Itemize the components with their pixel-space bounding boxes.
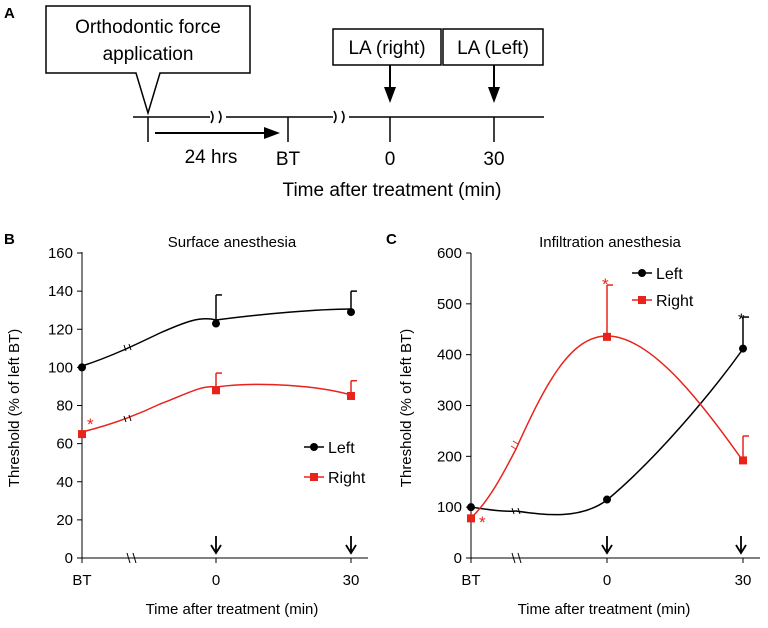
data-point-right — [78, 430, 86, 439]
chart-b-x-axis-break — [126, 552, 137, 564]
chart-c-star-bt: * — [479, 513, 486, 532]
y-tick-label: 100 — [437, 499, 462, 516]
panel-b-letter: B — [4, 231, 15, 248]
chart-c-right-curve-break — [510, 440, 519, 450]
data-point-left — [603, 495, 611, 504]
chart-b-legend-right-marker — [310, 473, 318, 481]
chart-b-legend-right-label: Right — [328, 470, 366, 487]
chart-c-legend-right-label: Right — [656, 293, 694, 310]
data-point-left — [212, 319, 220, 328]
data-point-left — [78, 363, 86, 372]
timeline-label-30: 30 — [483, 149, 504, 170]
x-tick-label: BT — [72, 572, 91, 589]
chart-b-arrow-30 — [345, 536, 357, 555]
force-callout-box — [45, 5, 251, 116]
chart-c-curve-right — [470, 335, 744, 519]
la-left-label: LA (Left) — [457, 38, 529, 59]
chart-b-points — [78, 290, 357, 439]
y-tick-label: 200 — [437, 448, 462, 465]
chart-b-title: Surface anesthesia — [168, 234, 297, 251]
chart-c-star-0: * — [602, 275, 609, 294]
panel-a-letter: A — [4, 5, 15, 22]
chart-b-left-curve-break — [123, 343, 132, 352]
chart-c-arrow-30 — [735, 536, 747, 555]
y-tick-label: 20 — [56, 512, 73, 529]
chart-c-xlabel: Time after treatment (min) — [518, 601, 691, 618]
chart-b-significance-star: * — [87, 415, 94, 434]
chart-b-arrow-0 — [210, 536, 222, 555]
y-tick-label: 160 — [48, 245, 73, 262]
y-tick-label: 120 — [48, 321, 73, 338]
chart-c-ylabel: Threshold (% of left BT) — [398, 329, 415, 487]
y-tick-label: 100 — [48, 359, 73, 376]
panel-c-letter: C — [386, 231, 397, 248]
y-tick-label: 0 — [454, 550, 462, 567]
chart-b-curve-right — [81, 383, 352, 433]
chart-b-y-ticks: 0 20 40 60 80 100 120 140 160 — [48, 245, 82, 567]
la-right-box — [332, 28, 442, 66]
y-tick-label: 80 — [56, 398, 73, 415]
data-point-left — [467, 503, 475, 512]
y-tick-label: 400 — [437, 347, 462, 364]
la-right-label: LA (right) — [348, 38, 425, 59]
chart-c-legend-left-label: Left — [656, 266, 683, 283]
timeline-break-2 — [333, 110, 345, 124]
data-point-left — [739, 344, 747, 353]
y-tick-label: 300 — [437, 398, 462, 415]
chart-b-legend-left-marker — [310, 443, 318, 451]
chart-b-right-curve-break — [123, 414, 132, 423]
la-right-arrow-head — [384, 87, 396, 103]
chart-b-curve-left — [81, 308, 352, 367]
chart-b-legend-left-label: Left — [328, 440, 355, 457]
x-tick-label: 0 — [212, 572, 220, 589]
y-tick-label: 140 — [48, 283, 73, 300]
panel-a: A Orthodontic force application 24 hrs B… — [4, 5, 544, 201]
chart-c-curve-left — [470, 348, 744, 516]
chart-b-ylabel: Threshold (% of left BT) — [6, 329, 23, 487]
x-tick-label: 30 — [343, 572, 360, 589]
panel-c: C Infiltration anesthesia Time after tre… — [386, 231, 760, 618]
timeline-break-1 — [210, 110, 222, 124]
timeline-label-0: 0 — [385, 149, 396, 170]
data-point-left — [347, 308, 355, 317]
y-tick-label: 40 — [56, 474, 73, 491]
chart-c-legend-left-marker — [638, 269, 646, 277]
duration-arrow-head — [264, 127, 280, 139]
data-point-right — [467, 514, 475, 523]
chart-b-xlabel: Time after treatment (min) — [146, 601, 319, 618]
data-point-right — [212, 386, 220, 395]
chart-c-x-axis-break — [511, 552, 522, 564]
chart-c-points — [467, 284, 749, 523]
y-tick-label: 0 — [65, 550, 73, 567]
y-tick-label: 500 — [437, 296, 462, 313]
x-tick-label: 0 — [603, 572, 611, 589]
data-point-right — [739, 456, 747, 465]
chart-c-x-ticks: BT 0 30 — [461, 558, 751, 589]
callout-line-1: Orthodontic force — [75, 17, 221, 38]
data-point-right — [347, 391, 355, 400]
callout-line-2: application — [103, 44, 194, 65]
chart-c-arrow-0 — [601, 536, 613, 555]
y-tick-label: 600 — [437, 245, 462, 262]
la-left-box — [442, 28, 544, 66]
la-left-arrow-head — [488, 87, 500, 103]
chart-c-y-ticks: 0 100 200 300 400 500 600 — [437, 245, 471, 567]
chart-c-star-30: * — [738, 310, 745, 329]
x-tick-label: 30 — [735, 572, 752, 589]
chart-b-x-ticks: BT 0 30 — [72, 558, 359, 589]
timeline-axis-label: Time after treatment (min) — [283, 180, 502, 201]
data-point-right — [603, 332, 611, 341]
duration-label: 24 hrs — [185, 147, 238, 168]
chart-c-left-curve-break — [511, 507, 521, 515]
panel-b: B Surface anesthesia Time after treatmen… — [4, 231, 368, 618]
x-tick-label: BT — [461, 572, 480, 589]
timeline-label-bt: BT — [276, 149, 301, 170]
y-tick-label: 60 — [56, 436, 73, 453]
chart-c-title: Infiltration anesthesia — [539, 234, 681, 251]
chart-c-legend-right-marker — [638, 296, 646, 304]
